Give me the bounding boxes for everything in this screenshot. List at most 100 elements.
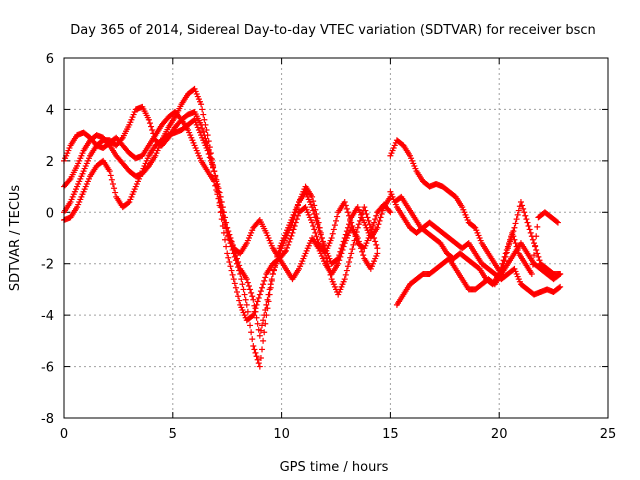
data-point-interp: [430, 223, 437, 229]
data-point-interp: [247, 286, 254, 293]
data-point-interp: [513, 243, 520, 250]
data-point-interp: [430, 267, 437, 274]
data-point-interp: [255, 295, 262, 301]
data-point-interp: [356, 241, 363, 248]
data-point-interp: [461, 253, 468, 260]
data-point-interp: [541, 264, 548, 271]
data-point-interp: [340, 278, 347, 285]
data-point-interp: [281, 232, 288, 239]
data-point-interp: [144, 164, 151, 171]
y-tick-label: 4: [46, 103, 54, 118]
data-point-interp: [471, 223, 478, 230]
data-point-interp: [525, 223, 532, 229]
data-point-interp: [287, 235, 294, 242]
data-point-interp: [210, 163, 217, 170]
data-point-interp: [477, 237, 484, 244]
y-tick-label: -8: [41, 412, 54, 427]
data-point-interp: [556, 284, 563, 291]
data-point-interp: [369, 231, 376, 238]
data-point-interp: [112, 189, 119, 196]
data-point-interp: [197, 119, 203, 126]
data-point-interp: [346, 221, 353, 228]
data-point-interp: [323, 254, 330, 261]
data-point-interp: [362, 207, 369, 214]
data-point-interp: [312, 206, 319, 213]
data-point-interp: [118, 136, 125, 142]
data-point-interp: [144, 155, 151, 162]
data-point-interp: [344, 224, 351, 231]
data-point-interp: [498, 264, 505, 271]
data-point: [224, 229, 231, 236]
data-point-interp: [531, 252, 538, 259]
data-point-interp: [223, 224, 230, 231]
data-point-interp: [227, 263, 234, 270]
data-point-interp: [208, 159, 215, 166]
data-point-interp: [355, 221, 362, 228]
data-point-interp: [529, 236, 536, 243]
data-point-interp: [325, 263, 332, 270]
x-tick-label: 15: [382, 427, 399, 442]
data-point-interp: [170, 115, 177, 122]
data-point-interp: [254, 356, 261, 363]
data-point-interp: [536, 257, 543, 264]
x-axis-label: GPS time / hours: [280, 460, 389, 475]
data-point-interp: [458, 274, 465, 281]
data-point-interp: [240, 286, 247, 293]
data-point-interp: [170, 126, 177, 133]
data-point-interp: [235, 264, 242, 271]
data-point-interp: [252, 349, 259, 356]
data-point-interp: [226, 236, 233, 243]
data-point-interp: [358, 214, 365, 221]
y-tick-label: 2: [46, 155, 54, 170]
data-point-interp: [428, 233, 435, 240]
data-point-interp: [231, 280, 238, 287]
data-point-interp: [513, 216, 520, 223]
data-point-interp: [334, 256, 341, 263]
data-point-interp: [215, 188, 222, 195]
data-point-interp: [266, 291, 273, 298]
data-point-interp: [499, 260, 506, 267]
data-point: [204, 142, 211, 149]
data-point-interp: [435, 238, 442, 245]
data-point-interp: [213, 178, 220, 185]
data-point-interp: [200, 111, 207, 118]
data-point-interp: [450, 238, 457, 245]
data-point-interp: [124, 165, 131, 172]
data-point-interp: [144, 144, 151, 151]
plot-frame: [63, 57, 609, 419]
data-point-interp: [365, 217, 372, 224]
data-point-interp: [259, 322, 266, 329]
data-point-interp: [163, 116, 170, 123]
data-point-interp: [249, 313, 256, 319]
data-point-interp: [373, 241, 380, 248]
data-point-interp: [249, 227, 256, 234]
data-point-interp: [350, 241, 357, 248]
data-point-interp: [327, 237, 334, 244]
data-point-interp: [290, 226, 297, 233]
data-point-interp: [352, 233, 359, 240]
data-point-interp: [205, 146, 212, 153]
x-tick-label: 5: [169, 427, 177, 442]
data-point-interp: [177, 103, 184, 110]
data-point-interp: [285, 241, 292, 248]
data-point: [509, 229, 516, 236]
data-point-interp: [520, 205, 527, 212]
data-point-interp: [533, 233, 540, 240]
data-point-interp: [252, 308, 259, 315]
data-point-interp: [333, 217, 339, 224]
data-point-interp: [522, 212, 529, 219]
data-point-interp: [150, 130, 157, 137]
data-point-interp: [371, 219, 378, 226]
data-point-interp: [125, 124, 132, 130]
data-point-interp: [358, 245, 365, 252]
data-point-interp: [228, 267, 235, 274]
data-point-interp: [450, 192, 457, 199]
data-point-interp: [534, 223, 541, 230]
data-point-interp: [262, 227, 269, 234]
data-point-interp: [405, 151, 412, 157]
data-point-interp: [163, 137, 170, 144]
data-point-interp: [368, 228, 375, 235]
data-point-interp: [470, 223, 477, 229]
data-point-interp: [65, 178, 72, 185]
data-point-interp: [495, 272, 502, 279]
